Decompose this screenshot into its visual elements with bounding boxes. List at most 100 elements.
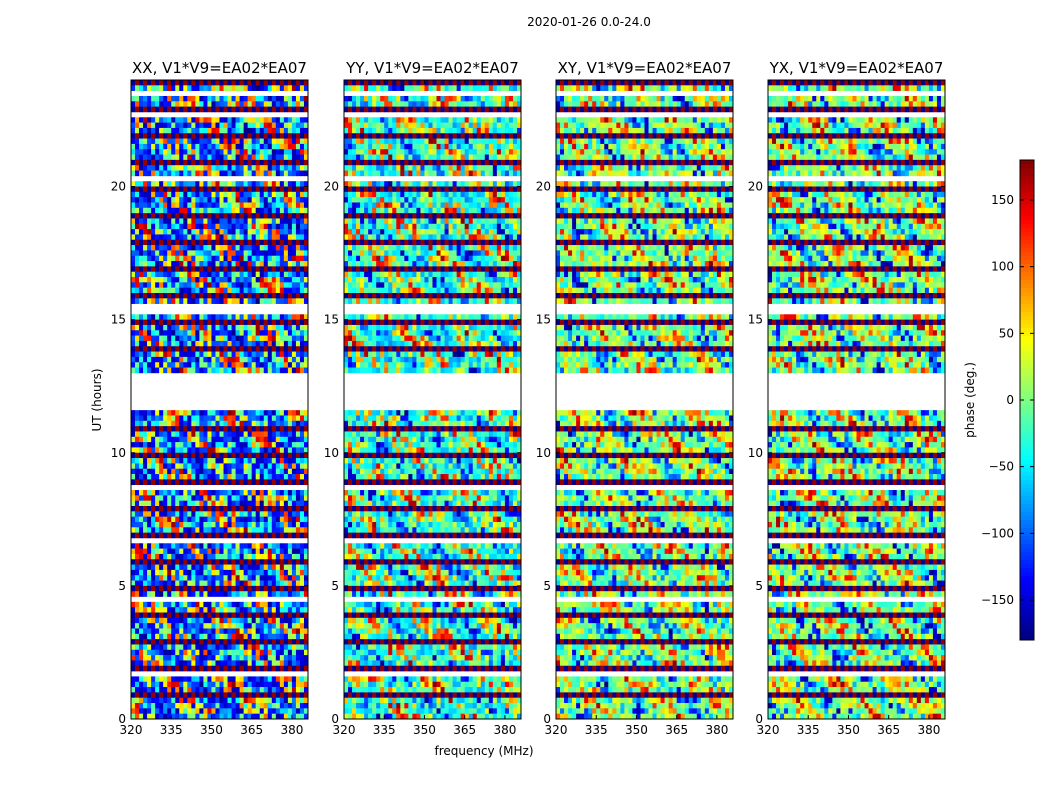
heatmap-cell	[215, 277, 219, 283]
heatmap-cell	[183, 495, 187, 501]
heatmap-cell	[143, 346, 147, 352]
heatmap-cell	[195, 298, 199, 304]
heatmap-cell	[159, 698, 163, 704]
heatmap-cell	[143, 266, 147, 272]
heatmap-cell	[207, 692, 211, 698]
heatmap-cell	[131, 703, 135, 709]
heatmap-cell	[163, 511, 167, 517]
heatmap-cell	[248, 655, 252, 661]
heatmap-cell	[199, 613, 203, 619]
heatmap-cell	[360, 107, 364, 113]
heatmap-cell	[211, 490, 215, 496]
heatmap-cell	[372, 96, 376, 102]
heatmap-cell	[260, 458, 264, 464]
heatmap-cell	[151, 80, 155, 86]
heatmap-cell	[248, 692, 252, 698]
heatmap-cell	[268, 330, 272, 336]
heatmap-cell	[268, 85, 272, 91]
heatmap-cell	[232, 676, 236, 682]
heatmap-cell	[199, 650, 203, 656]
heatmap-cell	[224, 618, 228, 624]
heatmap-cell	[171, 160, 175, 166]
heatmap-cell	[477, 123, 481, 129]
heatmap-cell	[147, 655, 151, 661]
heatmap-cell	[187, 368, 191, 374]
heatmap-cell	[191, 197, 195, 203]
heatmap-cell	[199, 155, 203, 161]
heatmap-cell	[260, 453, 264, 459]
heatmap-cell	[207, 639, 211, 645]
heatmap-cell	[167, 192, 171, 198]
heatmap-cell	[489, 80, 493, 86]
heatmap-cell	[228, 613, 232, 619]
heatmap-cell	[203, 160, 207, 166]
heatmap-cell	[228, 133, 232, 139]
heatmap-cell	[244, 511, 248, 517]
heatmap-cell	[232, 415, 236, 421]
heatmap-cell	[248, 501, 252, 507]
heatmap-cell	[268, 447, 272, 453]
heatmap-cell	[171, 202, 175, 208]
heatmap-cell	[280, 229, 284, 235]
heatmap-cell	[280, 234, 284, 240]
heatmap-cell	[215, 698, 219, 704]
heatmap-cell	[187, 687, 191, 693]
heatmap-cell	[224, 80, 228, 86]
heatmap-cell	[276, 293, 280, 299]
heatmap-cell	[203, 346, 207, 352]
heatmap-cell	[220, 293, 224, 299]
heatmap-cell	[292, 187, 296, 193]
heatmap-cell	[284, 298, 288, 304]
heatmap-cell	[292, 240, 296, 246]
heatmap-cell	[256, 527, 260, 533]
heatmap-cell	[224, 421, 228, 427]
heatmap-cell	[139, 101, 143, 107]
heatmap-cell	[364, 133, 368, 139]
heatmap-cell	[441, 80, 445, 86]
heatmap-cell	[143, 623, 147, 629]
heatmap-cell	[232, 336, 236, 342]
heatmap-cell	[264, 469, 268, 475]
heatmap-cell	[171, 639, 175, 645]
heatmap-cell	[131, 511, 135, 517]
heatmap-cell	[364, 96, 368, 102]
heatmap-cell	[171, 522, 175, 528]
heatmap-cell	[143, 463, 147, 469]
heatmap-cell	[163, 575, 167, 581]
heatmap-cell	[175, 495, 179, 501]
heatmap-cell	[288, 549, 292, 555]
heatmap-cell	[509, 101, 513, 107]
heatmap-cell	[228, 181, 232, 187]
heatmap-cell	[187, 479, 191, 485]
heatmap-cell	[163, 682, 167, 688]
heatmap-cell	[236, 155, 240, 161]
heatmap-cell	[163, 453, 167, 459]
heatmap-cell	[352, 96, 356, 102]
heatmap-cell	[404, 123, 408, 129]
heatmap-cell	[276, 447, 280, 453]
heatmap-cell	[215, 133, 219, 139]
heatmap-cell	[171, 341, 175, 347]
heatmap-cell	[215, 682, 219, 688]
heatmap-cell	[183, 357, 187, 363]
heatmap-cell	[163, 192, 167, 198]
heatmap-cell	[256, 171, 260, 177]
heatmap-cell	[284, 628, 288, 634]
heatmap-cell	[240, 687, 244, 693]
heatmap-cell	[364, 80, 368, 86]
heatmap-cell	[203, 479, 207, 485]
heatmap-cell	[489, 117, 493, 123]
heatmap-cell	[268, 565, 272, 571]
heatmap-cell	[199, 208, 203, 214]
heatmap-cell	[457, 133, 461, 139]
heatmap-cell	[252, 149, 256, 155]
heatmap-cell	[260, 692, 264, 698]
heatmap-cell	[252, 245, 256, 251]
heatmap-cell	[187, 613, 191, 619]
heatmap-cell	[256, 650, 260, 656]
heatmap-cell	[155, 639, 159, 645]
heatmap-cell	[135, 581, 139, 587]
heatmap-cell	[264, 139, 268, 145]
heatmap-cell	[135, 586, 139, 592]
heatmap-cell	[280, 155, 284, 161]
